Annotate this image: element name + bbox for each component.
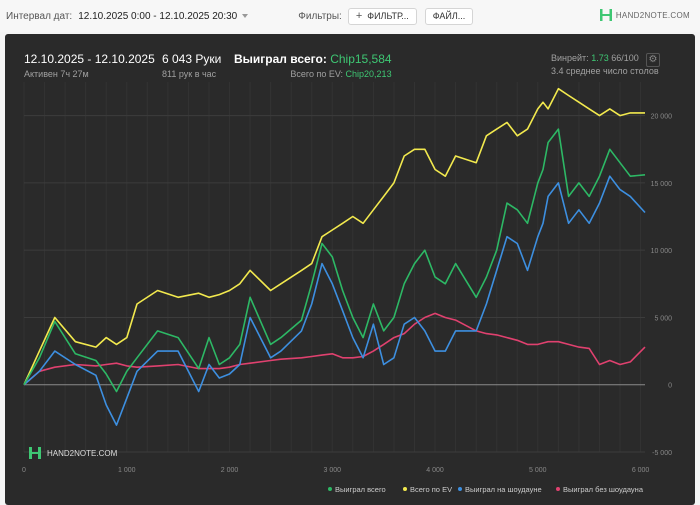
- x-tick-label: 4 000: [426, 467, 444, 474]
- app-logo: HAND2NOTE.COM: [599, 9, 690, 21]
- stat-hands: 6 043 Руки 811 рук в час: [162, 52, 221, 79]
- plus-icon: +: [355, 10, 363, 22]
- legend-label-won: Выиграл всего: [335, 485, 386, 494]
- stat-hands-per-hour: 811 рук в час: [162, 69, 217, 79]
- x-tick-label: 5 000: [529, 467, 547, 474]
- add-filter-label: ФИЛЬТР...: [367, 11, 409, 21]
- files-button-label: ФАЙЛ...: [432, 11, 466, 21]
- tables-average: 3.4 среднее число столов: [551, 66, 659, 76]
- y-tick-label: 20 000: [651, 114, 673, 121]
- winrate-value: 1.73: [591, 53, 609, 63]
- date-range-select[interactable]: 12.10.2025 0:00 - 12.10.2025 20:30: [78, 10, 249, 22]
- series-line-non_showdown: [23, 312, 646, 386]
- legend-marker-non_showdown: [556, 487, 560, 491]
- hand2note-logo-icon: [599, 9, 612, 21]
- legend-label-ev: Всего по EV: [410, 485, 452, 494]
- stat-date-range: 12.10.2025 - 12.10.2025: [24, 52, 155, 66]
- add-filter-button[interactable]: + ФИЛЬТР...: [347, 7, 417, 25]
- stat-winnings: Выиграл всего: Chip15,584 Всего по EV: C…: [234, 52, 392, 79]
- x-tick-label: 0: [22, 467, 26, 474]
- winrate-line: Винрейт: 1.73 66/100: [551, 53, 659, 63]
- legend-marker-showdown: [458, 487, 462, 491]
- watermark-text: HAND2NOTE.COM: [47, 449, 118, 458]
- y-tick-label: 15 000: [651, 181, 673, 188]
- won-value: Chip15,584: [330, 52, 392, 66]
- stats-panel: [5, 34, 695, 505]
- x-tick-label: 2 000: [221, 467, 239, 474]
- winrate-label: Винрейт:: [551, 53, 589, 63]
- ev-label: Всего по EV:: [290, 69, 344, 79]
- chart-legend: Выиграл всего Всего по EV Выиграл на шоуда…: [328, 485, 644, 494]
- x-tick-label: 6 000: [632, 467, 650, 474]
- stat-date: 12.10.2025 - 12.10.2025 Активен 7ч 27м: [24, 52, 155, 79]
- chart-watermark: HAND2NOTE.COM: [29, 447, 118, 459]
- chart-grid: [23, 82, 645, 453]
- y-tick-label: 10 000: [651, 248, 673, 255]
- date-range-label: Интервал дат:: [6, 10, 73, 22]
- x-tick-label: 1 000: [118, 467, 136, 474]
- stat-winrate: Винрейт: 1.73 66/100 3.4 среднее число с…: [551, 53, 659, 76]
- date-range-value: 12.10.2025 0:00 - 12.10.2025 20:30: [78, 10, 238, 22]
- series-line-showdown: [23, 175, 646, 426]
- logo-text: HAND2NOTE.COM: [615, 10, 690, 20]
- chevron-down-icon: [242, 14, 249, 18]
- legend-label-non_showdown: Выиграл без шоудауна: [563, 485, 644, 494]
- stat-won-total: Выиграл всего: Chip15,584: [234, 52, 392, 66]
- stat-hands-count: 6 043 Руки: [162, 52, 222, 66]
- toolbar: Интервал дат: 12.10.2025 0:00 - 12.10.20…: [0, 0, 700, 32]
- ev-value: Chip20,213: [345, 69, 392, 79]
- y-tick-label: 5 000: [654, 315, 672, 322]
- stat-active-time: Активен 7ч 27м: [24, 69, 89, 79]
- filters-label: Фильтры:: [298, 10, 342, 22]
- won-label: Выиграл всего:: [234, 52, 327, 66]
- y-tick-label: -5 000: [652, 450, 672, 457]
- series-line-ev: [23, 87, 645, 386]
- files-button[interactable]: ФАЙЛ...: [424, 7, 474, 25]
- legend-marker-won: [328, 487, 332, 491]
- legend-marker-ev: [403, 487, 407, 491]
- chart-series: [23, 87, 646, 426]
- winrate-sample: 66/100: [611, 53, 639, 63]
- stat-ev-total: Всего по EV: Chip20,213: [234, 69, 392, 79]
- chart-ticks: -5 000 0 5 000 10 000 15 000 20 000 0 1 000 2 00…: [22, 114, 672, 474]
- gear-icon[interactable]: ⚙: [646, 53, 660, 67]
- y-tick-label: 0: [668, 383, 672, 390]
- x-tick-label: 3 000: [324, 467, 342, 474]
- series-line-won: [23, 128, 646, 393]
- legend-label-showdown: Выиграл на шоудауне: [465, 485, 542, 494]
